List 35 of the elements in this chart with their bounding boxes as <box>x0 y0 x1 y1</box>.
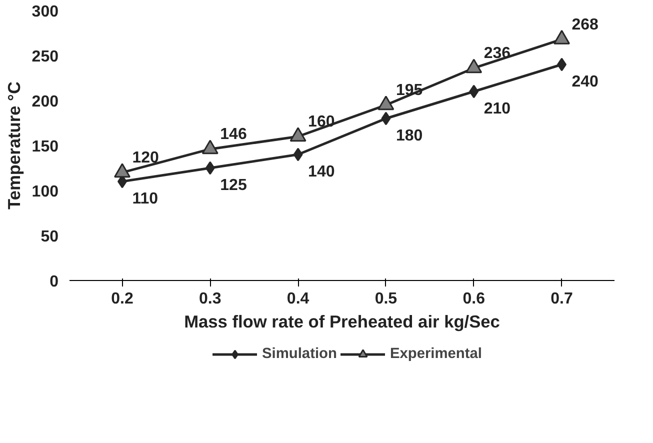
data-label: 125 <box>220 177 247 194</box>
data-label: 236 <box>484 45 511 62</box>
x-tick-label: 0.2 <box>111 290 134 308</box>
data-label: 268 <box>572 16 599 34</box>
point <box>205 161 215 175</box>
data-label: 110 <box>132 190 158 208</box>
legend-label: Experimental <box>390 346 482 362</box>
y-axis-title: Temperature °C <box>4 81 24 210</box>
data-label: 146 <box>220 126 247 144</box>
y-tick-label: 100 <box>32 184 59 200</box>
y-tick-label: 200 <box>32 94 59 110</box>
x-tick-label: 0.6 <box>462 290 486 308</box>
y-tick-label: 150 <box>32 138 59 156</box>
point <box>290 127 306 142</box>
y-tick-label: 0 <box>50 274 59 290</box>
data-label: 120 <box>132 150 160 166</box>
point <box>293 148 303 162</box>
data-label: 180 <box>396 128 423 144</box>
x-tick-label: 0.7 <box>550 290 573 308</box>
y-tick-label: 300 <box>32 4 59 20</box>
point <box>554 30 570 44</box>
point <box>381 112 391 126</box>
x-tick-label: 0.4 <box>286 290 310 308</box>
data-label: 210 <box>484 100 511 118</box>
data-label: 240 <box>572 74 599 90</box>
point <box>469 84 479 98</box>
y-tick-label: 50 <box>40 228 59 246</box>
x-tick-label: 0.5 <box>374 290 398 308</box>
legend-label: Simulation <box>262 346 337 362</box>
point <box>466 58 482 74</box>
data-label: 140 <box>308 164 335 180</box>
y-tick-label: 250 <box>32 48 59 66</box>
point <box>378 96 394 110</box>
x-axis-title: Mass flow rate of Preheated air kg/Sec <box>184 312 500 332</box>
x-tick-label: 0.3 <box>199 290 222 308</box>
